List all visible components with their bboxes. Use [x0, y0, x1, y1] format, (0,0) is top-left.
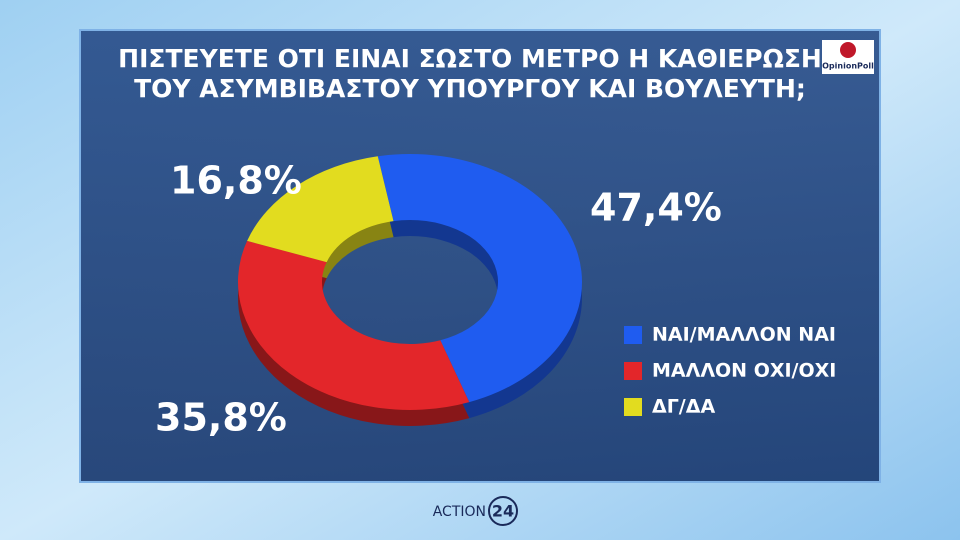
pollster-logo: OpinionPoll: [822, 62, 874, 71]
legend-swatch: [624, 362, 642, 380]
channel-logo: ACTION: [433, 504, 486, 520]
data-label: 35,8%: [155, 396, 287, 440]
legend-label: ΝΑΙ/ΜΑΛΛΟΝ ΝΑΙ: [652, 324, 836, 346]
pollster-logo-icon: [840, 42, 856, 58]
slice: [377, 153, 583, 403]
legend-swatch: [624, 398, 642, 416]
legend-swatch: [624, 326, 642, 344]
chart-title: ΤΟΥ ΑΣΥΜΒΙΒΑΣΤΟΥ ΥΠΟΥΡΓΟΥ ΚΑΙ ΒΟΥΛΕΥΤΗ;: [134, 74, 806, 103]
chart-title: ΠΙΣΤΕΥΕΤΕ ΟΤΙ ΕΙΝΑΙ ΣΩΣΤΟ ΜΕΤΡΟ Η ΚΑΘΙΕΡ…: [118, 44, 822, 73]
data-label: 16,8%: [170, 159, 302, 203]
slice: [237, 240, 470, 411]
channel-logo: 24: [492, 502, 514, 521]
data-label: 47,4%: [590, 186, 722, 230]
slice: [247, 156, 394, 263]
channel-logo-ring: [488, 496, 518, 526]
legend-label: ΔΓ/ΔΑ: [652, 396, 715, 418]
legend-label: ΜΑΛΛΟΝ ΟΧΙ/ΟΧΙ: [652, 360, 836, 382]
